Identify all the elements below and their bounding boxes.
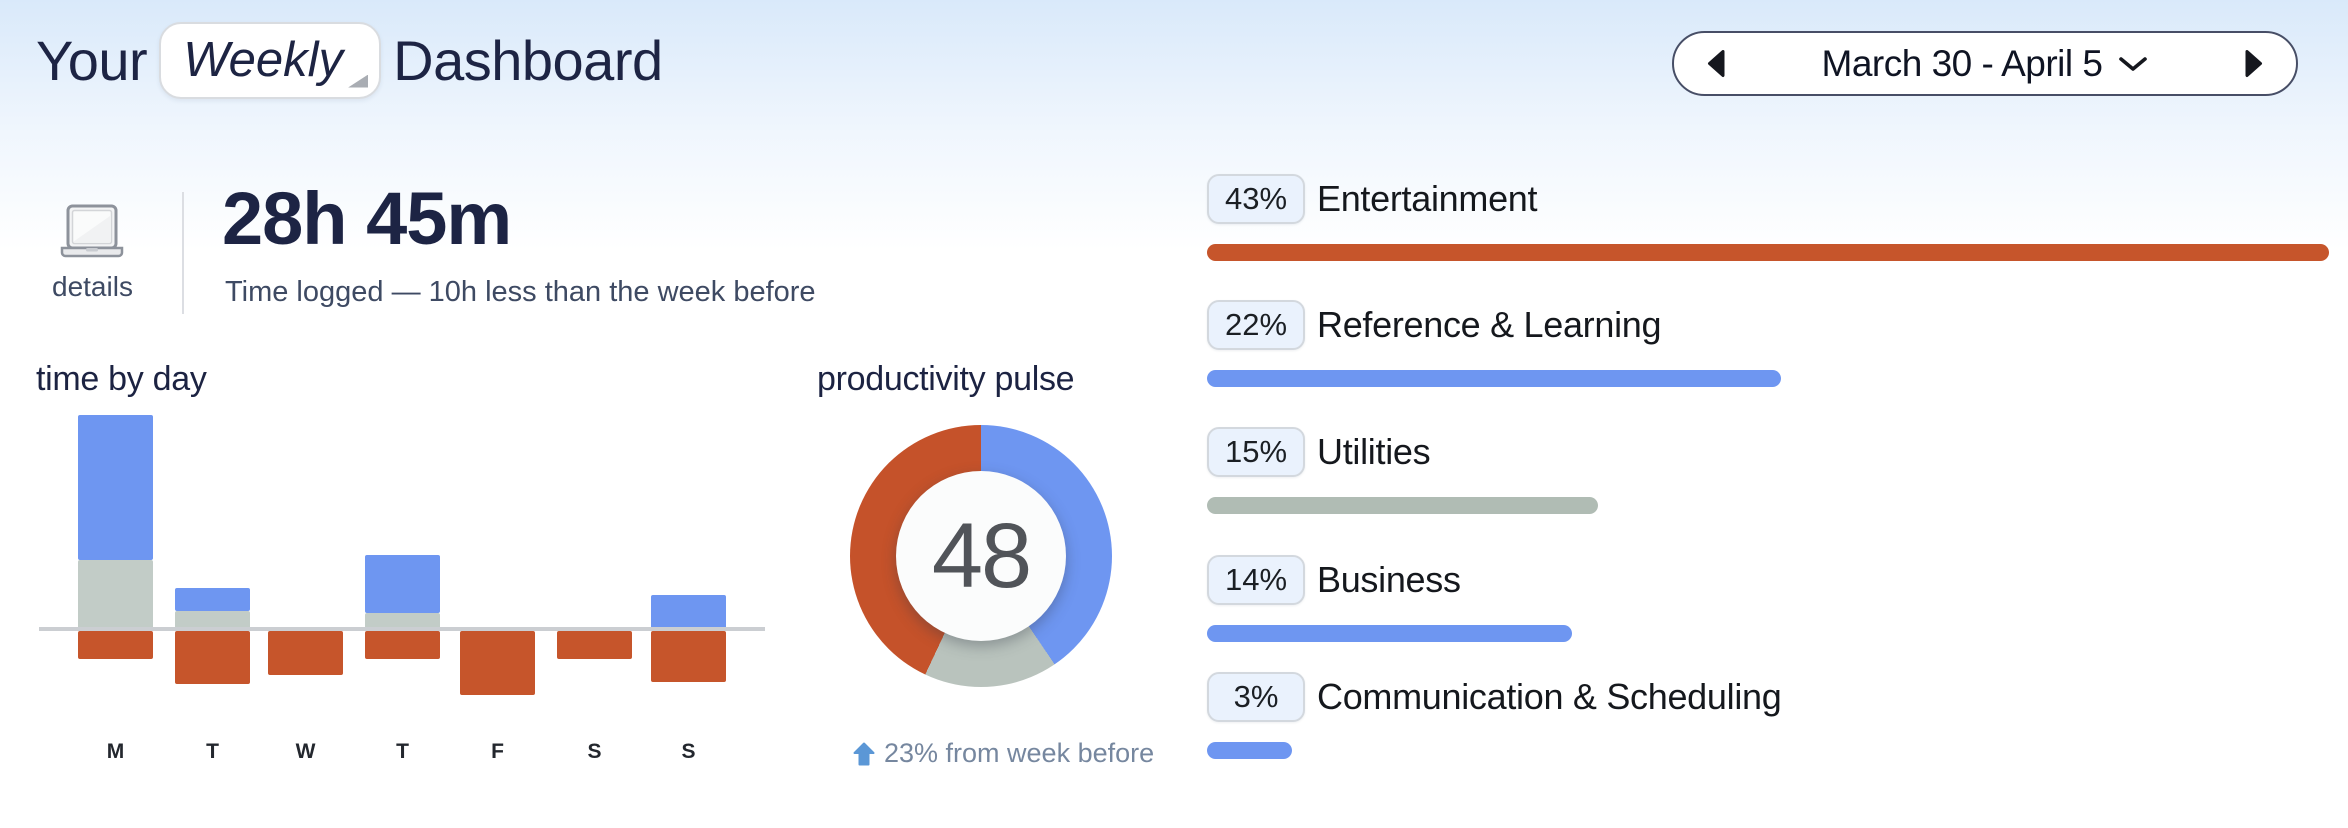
right-arrow-icon [2245,50,2263,77]
date-range-dropdown[interactable]: March 30 - April 5 [1822,43,2149,85]
bar-productive-segment [175,587,250,611]
bar-distracting-segment [365,631,440,659]
category-bar [1207,625,1572,642]
title-prefix: Your [36,28,148,92]
day-label: T [396,740,409,763]
date-range-navigator: March 30 - April 5 [1672,31,2298,96]
up-arrow-icon [853,742,875,765]
time-by-day-title: time by day [36,360,207,398]
bar-distracting-segment [268,631,343,675]
bar-productive-segment [365,555,440,613]
bar-productive-segment [78,415,153,560]
category-label: Reference & Learning [1317,304,1662,345]
time-logged-value: 28h 45m [222,177,512,260]
pulse-change-text: 23% from week before [884,738,1155,768]
day-label: W [295,740,316,763]
category-label: Communication & Scheduling [1317,676,1782,717]
category-bar [1207,244,2329,261]
category-percent-pill: 15% [1207,427,1305,477]
details-link[interactable]: details [52,204,133,303]
period-selector-value: Weekly [183,33,344,87]
category-bar [1207,370,1781,387]
period-selector[interactable]: Weekly [159,21,382,99]
left-arrow-icon [1707,50,1724,77]
category-percent-pill: 3% [1207,672,1305,722]
category-label: Business [1317,559,1461,600]
category-label: Entertainment [1317,178,1538,219]
bar-distracting-segment [651,631,726,682]
day-label: T [206,740,219,763]
productivity-pulse-title: productivity pulse [817,360,1075,398]
category-percent-pill: 22% [1207,300,1305,350]
donut-center: 48 [896,471,1066,641]
category-bar [1207,742,1292,759]
vertical-divider [182,192,184,314]
day-label: S [681,740,696,763]
laptop-icon [60,204,124,258]
day-label: S [587,740,602,763]
day-label: F [491,740,504,763]
time-logged-caption: Time logged — 10h less than the week bef… [225,276,816,308]
date-range-label: March 30 - April 5 [1821,42,2103,84]
bar-neutral-segment [78,560,153,629]
title-suffix: Dashboard [393,28,663,92]
details-label: details [52,271,133,302]
chevron-down-icon [2119,56,2148,71]
chart-axis-line [39,627,765,631]
bar-distracting-segment [175,631,250,684]
pulse-change: 23% from week before [853,738,1154,769]
category-percent-pill: 14% [1207,555,1305,605]
bar-productive-segment [651,594,726,629]
bar-distracting-segment [78,631,153,659]
category-percent-pill: 43% [1207,174,1305,224]
category-label: Utilities [1317,431,1431,472]
day-label: M [106,740,125,763]
pulse-score: 48 [931,504,1032,607]
previous-week-button[interactable] [1700,47,1730,81]
category-bar [1207,497,1598,514]
bar-neutral-segment [365,612,440,629]
bar-distracting-segment [460,631,535,696]
next-week-button[interactable] [2240,47,2270,81]
bar-neutral-segment [175,610,250,629]
bar-distracting-segment [557,631,632,659]
page-title: Your Weekly Dashboard [36,20,663,100]
